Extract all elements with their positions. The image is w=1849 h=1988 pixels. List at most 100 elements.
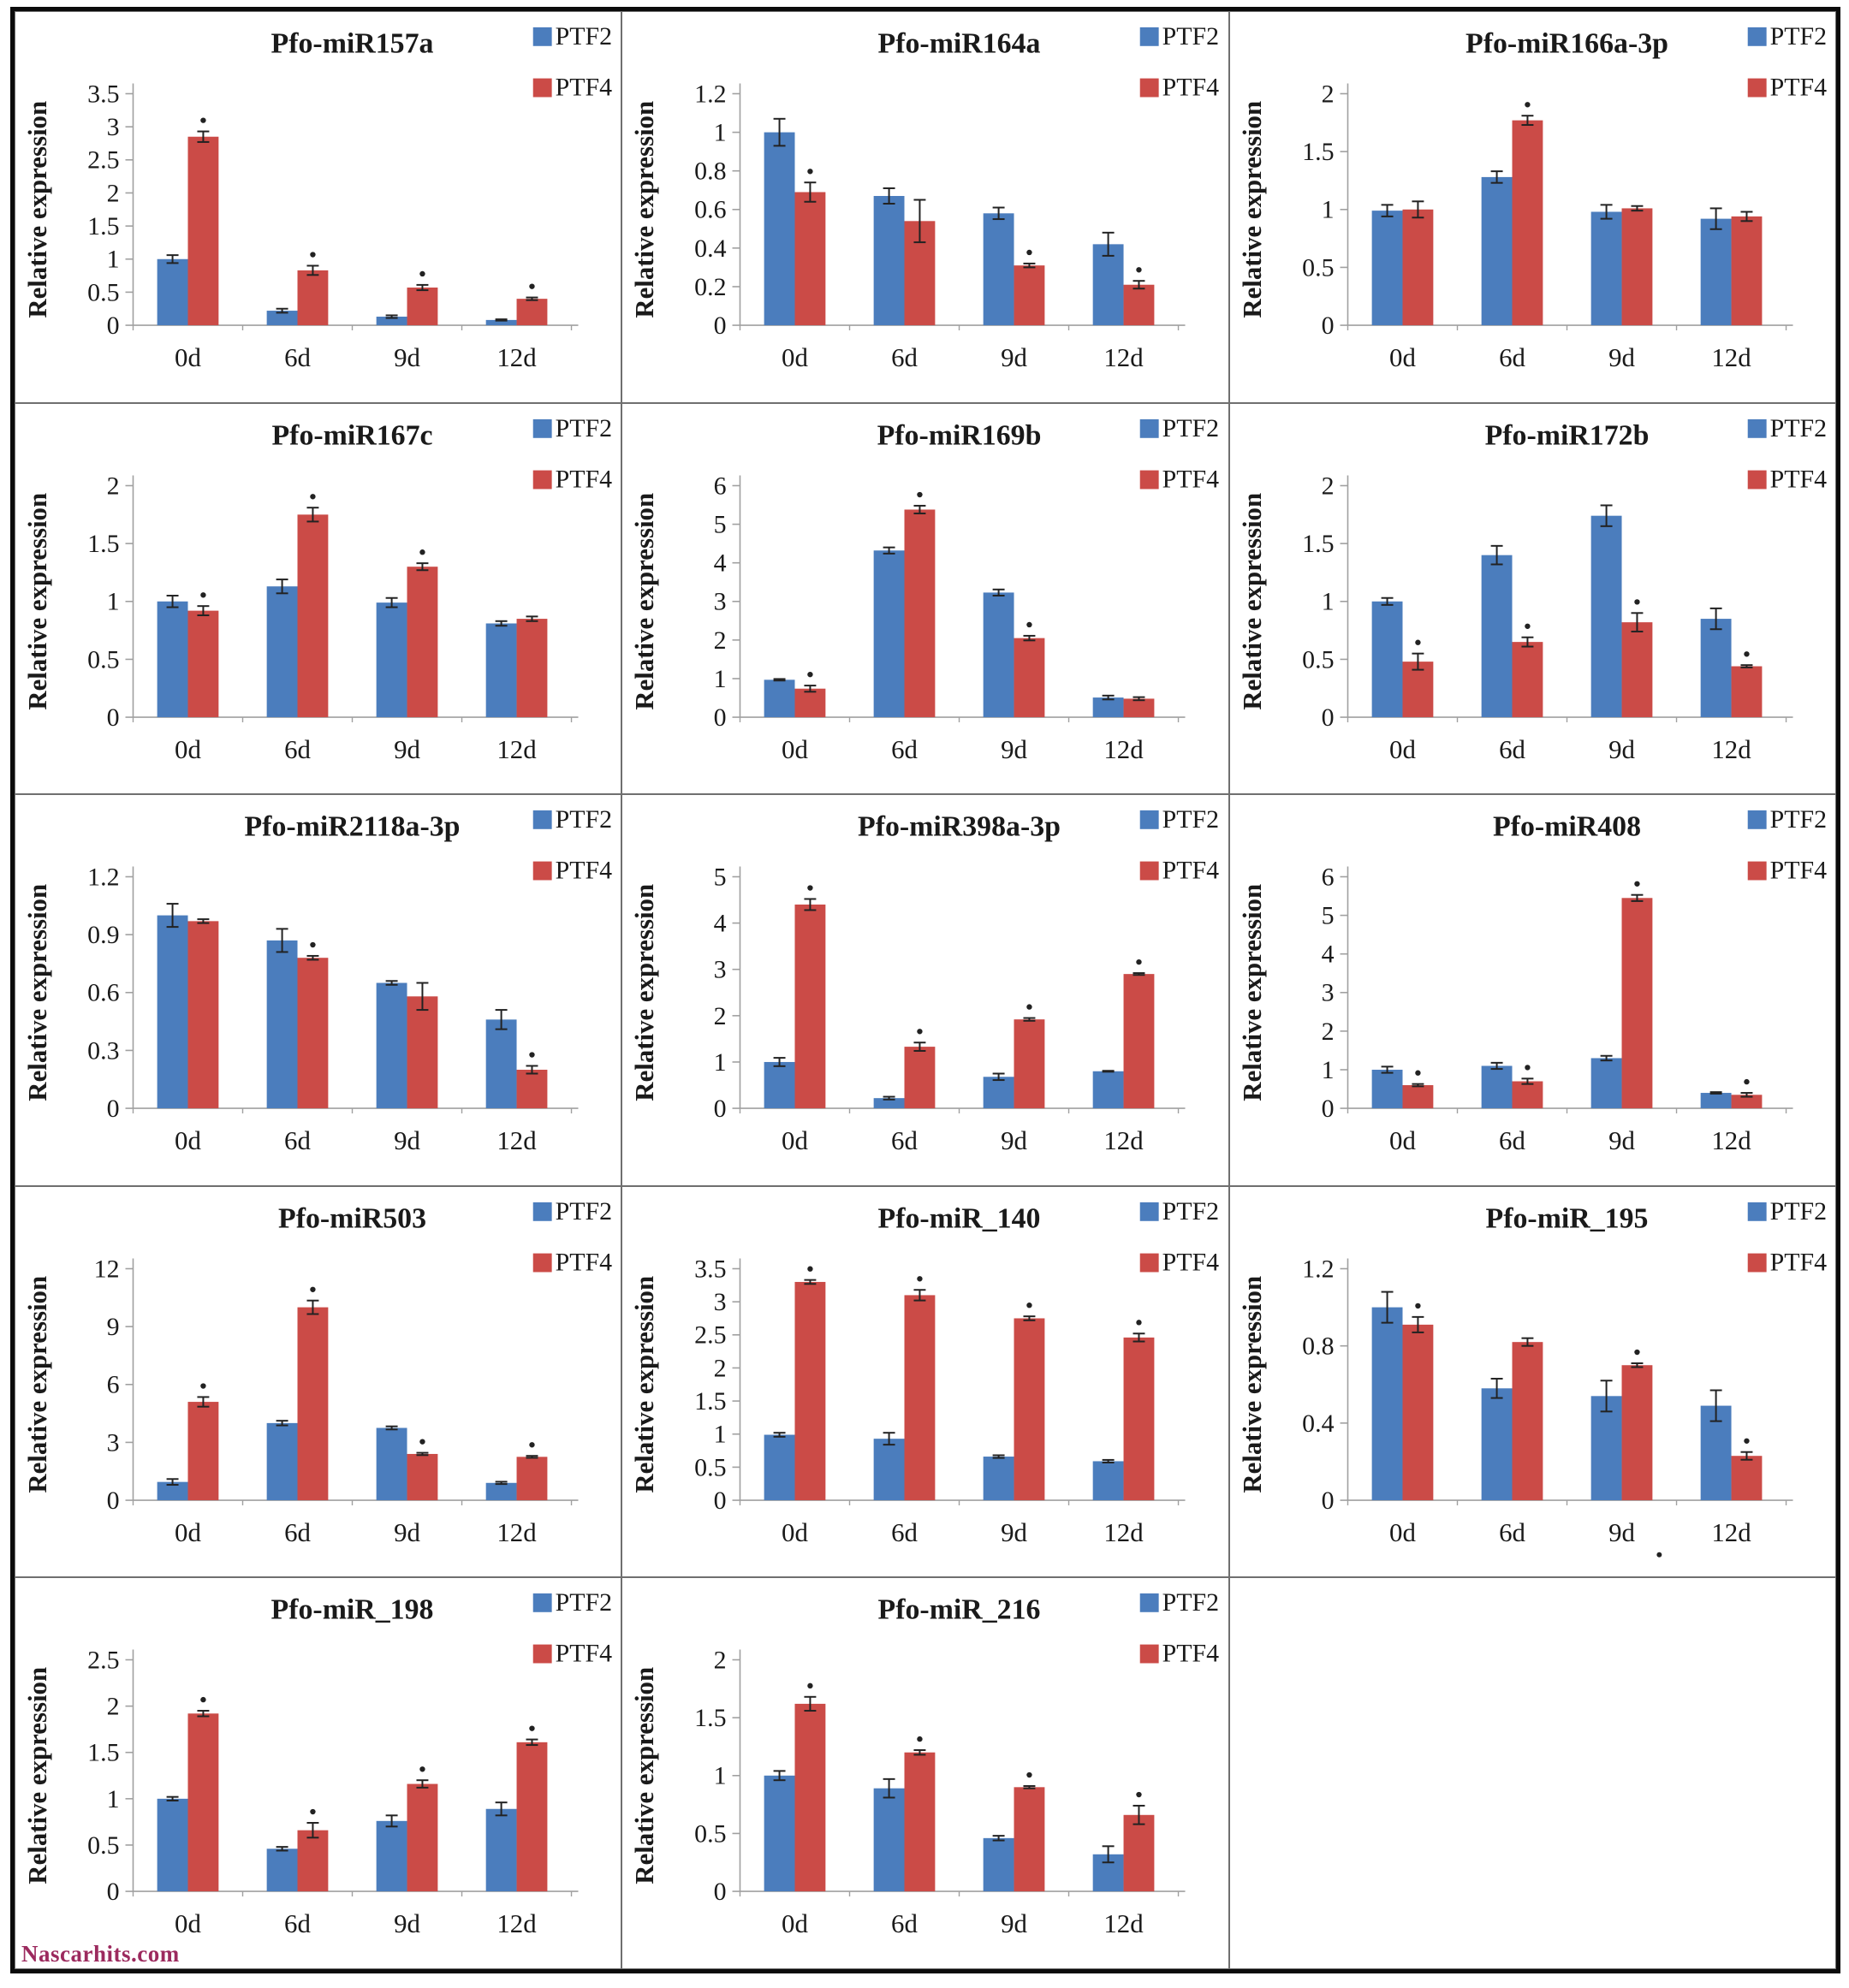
bar-ptf4 <box>904 509 936 717</box>
chart-title: Pfo-miR164a <box>878 28 1041 60</box>
y-tick-label: 4 <box>714 549 727 577</box>
x-tick-label: 6d <box>284 1909 311 1938</box>
x-tick-label: 9d <box>1608 1518 1635 1547</box>
chart-svg: Pfo-miR_195 PTF2 PTF4 0 0.4 0.8 1.2 Relative ex… <box>1238 1197 1827 1558</box>
bar-ptf2 <box>983 1456 1014 1500</box>
chart-svg: Pfo-miR172b PTF2 PTF4 0 0.5 1 1.5 2 Relative exp… <box>1238 413 1827 763</box>
significance-dot <box>310 1286 316 1292</box>
y-tick-label: 3 <box>1321 979 1334 1007</box>
y-tick-label: 1.2 <box>1302 1255 1334 1283</box>
significance-dot <box>1743 1079 1750 1085</box>
y-tick-label: 3 <box>714 587 727 615</box>
significance-dot <box>807 671 813 677</box>
significance-dot <box>1136 1792 1142 1798</box>
x-tick-label: 12d <box>496 1126 537 1155</box>
significance-dot <box>917 1736 923 1742</box>
significance-dot <box>1026 249 1032 256</box>
legend-swatch-ptf4 <box>532 1253 552 1273</box>
bar-ptf4 <box>1512 1341 1543 1500</box>
bar-ptf4 <box>1014 1787 1045 1892</box>
chart-svg: Pfo-miR2118a-3p PTF2 PTF4 0 0.3 0.6 0.9 1.2 Rela… <box>23 805 613 1155</box>
legend-swatch-ptf2 <box>1747 810 1767 829</box>
bar-ptf4 <box>297 513 329 717</box>
chart-title: Pfo-miR169b <box>877 419 1042 451</box>
x-tick-label: 0d <box>782 1126 808 1155</box>
legend-label-ptf4: PTF4 <box>556 1248 613 1276</box>
chart-title: Pfo-miR_198 <box>271 1594 434 1626</box>
y-tick-label: 0 <box>714 703 727 732</box>
x-tick-label: 9d <box>1001 343 1027 372</box>
significance-dot <box>1743 1438 1750 1444</box>
y-tick-label: 1 <box>107 246 120 274</box>
x-tick-label: 9d <box>1608 343 1635 372</box>
y-axis-title: Relative expression <box>23 492 52 709</box>
y-tick-label: 1 <box>714 665 727 693</box>
significance-dot <box>807 1683 813 1689</box>
chart-panel-Pfo-miR_198: Pfo-miR_198 PTF2 PTF4 0 0.5 1 1.5 2 2.5 Relative … <box>15 1577 622 1969</box>
chart-svg: Pfo-miR167c PTF2 PTF4 0 0.5 1 1.5 2 Relative exp… <box>23 413 612 763</box>
chart-title: Pfo-miR503 <box>278 1203 426 1235</box>
chart-panel-Pfo-miR157a: Pfo-miR157a PTF2 PTF4 0 0.5 1 1.5 2 2.5 3 3.5 Relat… <box>15 11 622 403</box>
y-tick-label: 0.6 <box>87 979 119 1007</box>
x-tick-label: 9d <box>1608 734 1635 763</box>
x-tick-label: 6d <box>284 343 311 372</box>
y-tick-label: 0.5 <box>87 645 119 674</box>
y-axis-title: Relative expression <box>630 492 659 709</box>
legend-label-ptf4: PTF4 <box>556 857 613 885</box>
legend-label-ptf2: PTF2 <box>556 1197 612 1225</box>
bar-ptf2 <box>873 1789 905 1892</box>
y-tick-label: 2 <box>1321 472 1334 500</box>
y-tick-label: 1 <box>714 119 727 147</box>
legend-label-ptf2: PTF2 <box>556 1588 612 1617</box>
legend-label-ptf4: PTF4 <box>1162 74 1220 102</box>
chart-title: Pfo-miR_195 <box>1485 1203 1648 1235</box>
y-tick-label: 0.5 <box>87 1831 119 1860</box>
bar-ptf2 <box>1590 515 1622 717</box>
bar-ptf4 <box>1123 974 1155 1109</box>
y-tick-label: 0 <box>714 312 727 340</box>
y-tick-label: 2 <box>107 179 120 207</box>
legend-swatch-ptf2 <box>1140 1593 1159 1613</box>
x-tick-label: 6d <box>1499 1518 1525 1547</box>
chart-title: Pfo-miR_140 <box>878 1203 1041 1235</box>
legend-swatch-ptf2 <box>1747 27 1767 46</box>
bar-ptf4 <box>1123 1815 1155 1892</box>
bar-ptf2 <box>485 319 517 326</box>
bar-ptf4 <box>187 610 219 717</box>
y-tick-label: 3.5 <box>87 80 119 108</box>
significance-dot <box>529 1441 535 1448</box>
x-tick-label: 0d <box>175 1126 201 1155</box>
x-tick-label: 12d <box>1104 1126 1144 1155</box>
y-tick-label: 1 <box>714 1421 727 1449</box>
y-tick-label: 6 <box>714 472 727 500</box>
bar-ptf4 <box>1621 621 1653 717</box>
x-tick-label: 9d <box>1001 734 1027 763</box>
y-tick-label: 0 <box>714 1095 727 1123</box>
bar-ptf4 <box>1512 641 1543 717</box>
y-tick-label: 4 <box>714 910 727 938</box>
bar-ptf2 <box>1093 1461 1124 1500</box>
bar-ptf2 <box>1481 1065 1513 1109</box>
chart-panel-Pfo-miR503: Pfo-miR503 PTF2 PTF4 0 3 6 9 12 Relative express… <box>15 1185 622 1578</box>
significance-dot <box>529 1052 535 1058</box>
y-axis-title: Relative expression <box>1238 884 1267 1101</box>
legend-label-ptf4: PTF4 <box>1162 465 1220 493</box>
significance-dot <box>1414 1303 1421 1309</box>
significance-dot <box>1633 881 1640 887</box>
y-tick-label: 1.5 <box>87 1739 119 1767</box>
legend-swatch-ptf4 <box>532 861 552 881</box>
y-tick-label: 0.8 <box>695 157 727 186</box>
chart-panel-Pfo-miR164a: Pfo-miR164a PTF2 PTF4 0 0.2 0.4 0.6 0.8 1 1.2 Rela… <box>621 11 1229 403</box>
x-tick-label: 6d <box>891 1518 918 1547</box>
y-tick-label: 2.5 <box>695 1321 727 1350</box>
legend-label-ptf4: PTF4 <box>1162 857 1220 885</box>
legend-swatch-ptf4 <box>1747 470 1767 490</box>
y-tick-label: 4 <box>1321 941 1334 969</box>
x-tick-label: 12d <box>1711 1126 1751 1155</box>
y-tick-label: 1 <box>107 1785 120 1813</box>
bar-ptf4 <box>1402 209 1434 326</box>
x-tick-label: 9d <box>1608 1126 1635 1155</box>
bar-ptf4 <box>407 996 438 1109</box>
bar-ptf2 <box>1093 1071 1124 1109</box>
chart-svg: Pfo-miR169b PTF2 PTF4 0 1 2 3 4 5 6 Relative expre… <box>630 413 1220 763</box>
